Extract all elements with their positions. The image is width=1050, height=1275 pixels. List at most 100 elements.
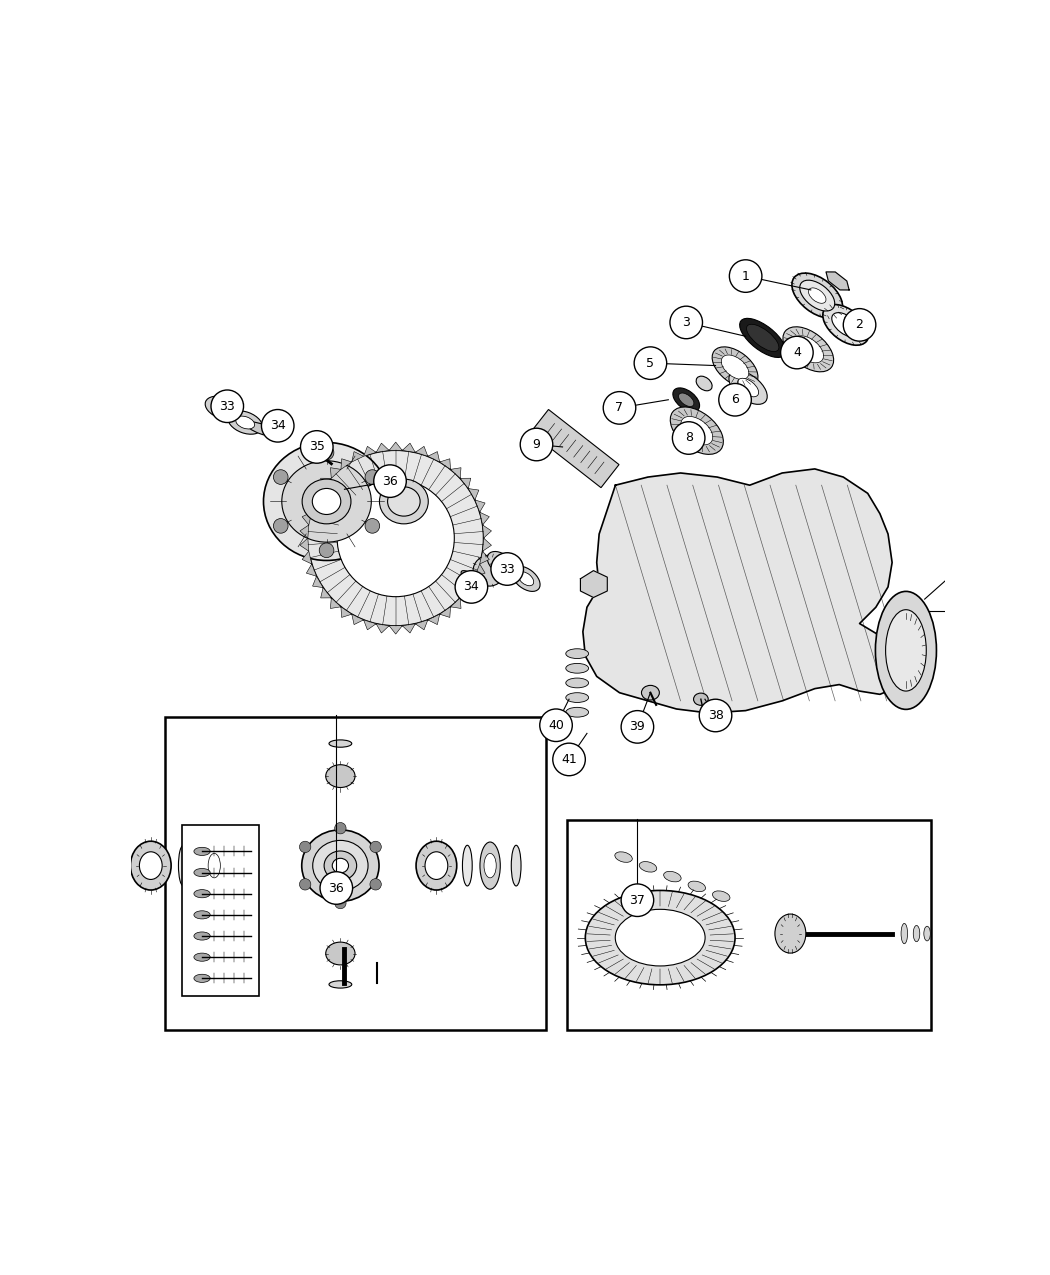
Polygon shape <box>376 444 390 453</box>
Polygon shape <box>376 623 390 634</box>
Ellipse shape <box>914 926 920 942</box>
Polygon shape <box>352 615 363 625</box>
Text: 34: 34 <box>270 419 286 432</box>
Polygon shape <box>483 525 491 538</box>
Ellipse shape <box>194 868 210 877</box>
Ellipse shape <box>688 881 706 891</box>
Text: 41: 41 <box>561 754 576 766</box>
Circle shape <box>299 842 311 853</box>
Ellipse shape <box>425 852 447 880</box>
Circle shape <box>319 543 334 557</box>
Ellipse shape <box>235 416 255 428</box>
Ellipse shape <box>494 557 509 571</box>
Ellipse shape <box>615 909 706 966</box>
Polygon shape <box>480 513 489 525</box>
Circle shape <box>365 519 380 533</box>
Circle shape <box>730 260 762 292</box>
Ellipse shape <box>585 890 735 984</box>
Ellipse shape <box>832 312 860 337</box>
Ellipse shape <box>696 376 712 391</box>
Ellipse shape <box>713 891 730 901</box>
Ellipse shape <box>387 487 420 516</box>
Ellipse shape <box>264 442 390 561</box>
Polygon shape <box>530 409 620 487</box>
Ellipse shape <box>194 974 210 983</box>
Text: 2: 2 <box>856 319 863 332</box>
Polygon shape <box>402 444 416 453</box>
Ellipse shape <box>140 852 162 880</box>
Ellipse shape <box>194 890 210 898</box>
Polygon shape <box>440 607 450 617</box>
Ellipse shape <box>670 407 723 454</box>
Ellipse shape <box>792 273 842 317</box>
Circle shape <box>843 309 876 342</box>
Ellipse shape <box>808 288 826 303</box>
Ellipse shape <box>329 980 352 988</box>
Ellipse shape <box>775 914 805 954</box>
Ellipse shape <box>511 566 540 592</box>
Bar <box>166 717 546 1030</box>
Ellipse shape <box>642 686 659 700</box>
Ellipse shape <box>326 942 355 965</box>
Polygon shape <box>468 488 479 500</box>
Circle shape <box>634 347 667 380</box>
Ellipse shape <box>739 319 785 357</box>
Circle shape <box>261 409 294 442</box>
Text: 33: 33 <box>500 562 516 575</box>
Text: 38: 38 <box>708 709 723 722</box>
Circle shape <box>520 428 552 460</box>
Circle shape <box>455 571 487 603</box>
Ellipse shape <box>228 411 262 435</box>
Text: 1: 1 <box>741 269 750 283</box>
Polygon shape <box>307 564 316 576</box>
Polygon shape <box>390 626 402 634</box>
Polygon shape <box>331 468 341 478</box>
Ellipse shape <box>324 850 357 880</box>
Circle shape <box>319 445 334 460</box>
Text: 36: 36 <box>329 881 344 895</box>
Text: 3: 3 <box>682 316 690 329</box>
Polygon shape <box>300 525 309 538</box>
Circle shape <box>491 553 524 585</box>
Circle shape <box>622 884 654 917</box>
Polygon shape <box>440 459 450 469</box>
Circle shape <box>552 743 585 775</box>
Ellipse shape <box>130 842 171 890</box>
Circle shape <box>699 699 732 732</box>
Ellipse shape <box>823 305 868 346</box>
Ellipse shape <box>204 842 225 889</box>
Text: 37: 37 <box>629 894 646 907</box>
Ellipse shape <box>326 765 355 788</box>
Ellipse shape <box>484 853 497 877</box>
Ellipse shape <box>194 932 210 940</box>
Polygon shape <box>302 551 312 564</box>
Text: 39: 39 <box>630 720 646 733</box>
Ellipse shape <box>694 694 708 705</box>
Ellipse shape <box>306 442 318 454</box>
Circle shape <box>335 822 346 834</box>
Ellipse shape <box>194 954 210 961</box>
Ellipse shape <box>480 842 500 889</box>
Ellipse shape <box>461 571 485 590</box>
Ellipse shape <box>379 479 428 524</box>
Circle shape <box>603 391 635 425</box>
Circle shape <box>273 469 288 484</box>
Polygon shape <box>302 513 312 525</box>
Polygon shape <box>460 478 470 488</box>
Polygon shape <box>307 500 316 513</box>
Ellipse shape <box>566 708 589 717</box>
Ellipse shape <box>783 326 834 372</box>
Circle shape <box>370 878 381 890</box>
Circle shape <box>273 519 288 533</box>
Polygon shape <box>313 576 323 588</box>
Ellipse shape <box>901 923 907 944</box>
Text: 6: 6 <box>731 393 739 407</box>
Ellipse shape <box>566 678 589 687</box>
Polygon shape <box>341 607 352 617</box>
Ellipse shape <box>281 460 372 542</box>
Ellipse shape <box>312 488 341 515</box>
Polygon shape <box>468 576 479 588</box>
Text: 5: 5 <box>647 357 654 370</box>
Ellipse shape <box>416 842 457 890</box>
Bar <box>567 820 931 1030</box>
